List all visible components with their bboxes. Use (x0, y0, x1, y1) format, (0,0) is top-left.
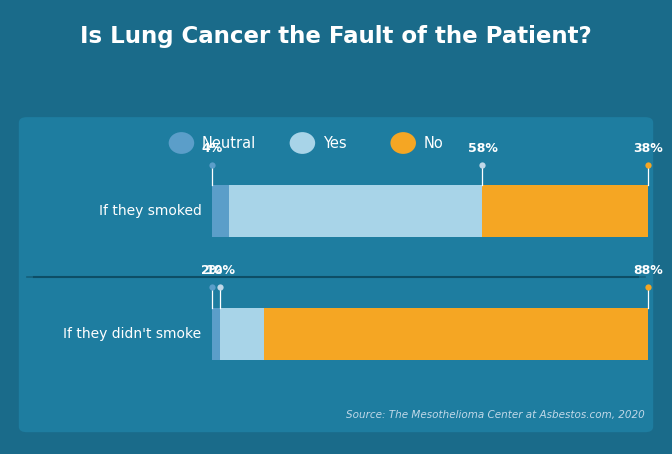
Text: 10%: 10% (206, 264, 235, 277)
FancyBboxPatch shape (264, 308, 648, 360)
Text: Neutral: Neutral (202, 135, 256, 151)
FancyBboxPatch shape (19, 117, 653, 432)
Ellipse shape (169, 132, 194, 154)
FancyBboxPatch shape (229, 185, 482, 237)
Text: If they didn't smoke: If they didn't smoke (63, 327, 202, 340)
Text: Source: The Mesothelioma Center at Asbestos.com, 2020: Source: The Mesothelioma Center at Asbes… (346, 410, 645, 420)
FancyBboxPatch shape (212, 308, 220, 360)
FancyBboxPatch shape (482, 185, 648, 237)
FancyBboxPatch shape (212, 185, 229, 237)
Ellipse shape (290, 132, 315, 154)
Ellipse shape (390, 132, 416, 154)
FancyBboxPatch shape (220, 308, 264, 360)
Text: If they smoked: If they smoked (99, 204, 202, 218)
Text: 2%: 2% (201, 264, 222, 277)
Text: 88%: 88% (634, 264, 663, 277)
Text: Yes: Yes (323, 135, 346, 151)
Text: 38%: 38% (634, 142, 663, 154)
Text: 58%: 58% (468, 142, 497, 154)
Text: No: No (423, 135, 443, 151)
Text: 4%: 4% (201, 142, 222, 154)
Text: Is Lung Cancer the Fault of the Patient?: Is Lung Cancer the Fault of the Patient? (80, 25, 592, 48)
